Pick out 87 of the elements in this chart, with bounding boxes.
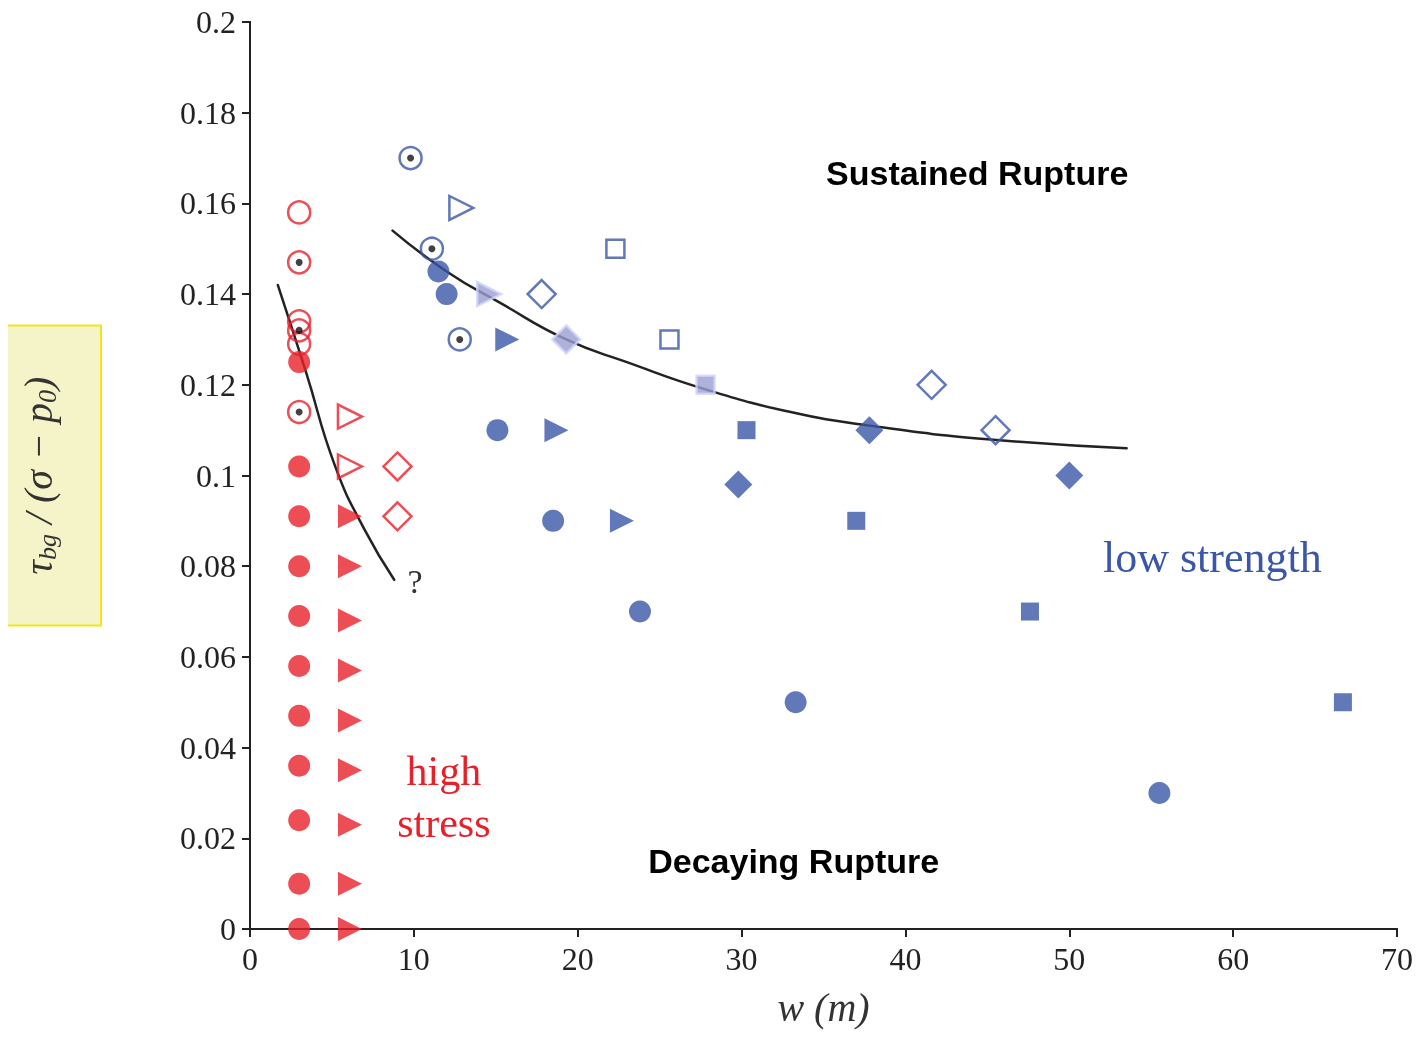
- annotation: ?: [407, 563, 423, 601]
- point: [288, 555, 311, 578]
- point: [337, 871, 362, 896]
- point: [286, 309, 312, 334]
- point: [1333, 693, 1352, 712]
- point: [609, 508, 634, 533]
- point: [286, 200, 312, 225]
- point: [337, 554, 362, 579]
- point: [475, 280, 503, 308]
- point: [980, 414, 1011, 446]
- point: [286, 250, 312, 275]
- point: [1148, 781, 1171, 804]
- y-tick-label: 0.2: [196, 4, 236, 40]
- y-axis-title: τbg / (σ − p0): [15, 376, 62, 575]
- point: [916, 369, 947, 401]
- point: [448, 194, 475, 222]
- line-series: [276, 283, 396, 582]
- point: [288, 809, 311, 832]
- point: [486, 419, 509, 442]
- point: [286, 331, 312, 357]
- point: [544, 418, 569, 443]
- point: [419, 236, 445, 261]
- y-tick-label: 0.1: [196, 457, 236, 494]
- point: [288, 455, 311, 478]
- point: [398, 145, 423, 171]
- point: [447, 327, 472, 352]
- point: [337, 708, 362, 733]
- x-tick-label: 0: [242, 941, 258, 977]
- point: [550, 324, 582, 355]
- y-tick-label: 0.04: [180, 729, 236, 766]
- point: [435, 283, 458, 306]
- point: [724, 470, 753, 499]
- annotation: low strength: [1102, 532, 1322, 582]
- point: [855, 416, 884, 445]
- point: [526, 278, 557, 310]
- x-tick-label: 60: [1217, 941, 1250, 977]
- point: [847, 511, 866, 530]
- point: [288, 918, 311, 940]
- y-tick-label: 0.16: [180, 185, 236, 222]
- point: [382, 501, 413, 532]
- x-axis-title: w (m): [777, 984, 870, 1030]
- y-tick-label: 0.12: [180, 366, 236, 403]
- point: [337, 504, 362, 529]
- annotation: Decaying Rupture: [648, 841, 940, 880]
- x-tick-label: 10: [397, 941, 430, 977]
- y-tick-label: 0.06: [180, 638, 236, 675]
- point: [495, 327, 520, 352]
- y-tick-label: 0.02: [180, 820, 236, 857]
- point: [288, 704, 311, 727]
- annotation: Sustained Rupture: [826, 154, 1129, 193]
- point: [337, 608, 362, 633]
- point: [288, 872, 311, 895]
- point: [337, 812, 362, 837]
- annotation: high stress: [397, 748, 491, 847]
- point: [542, 509, 565, 532]
- point: [784, 691, 807, 714]
- point: [286, 318, 312, 343]
- point: [427, 260, 450, 283]
- x-tick-label: 40: [889, 941, 922, 977]
- x-tick-label: 50: [1053, 941, 1086, 977]
- point: [629, 600, 651, 623]
- point: [337, 917, 362, 941]
- point: [659, 329, 680, 350]
- point: [382, 451, 413, 482]
- point: [288, 351, 311, 374]
- x-tick-label: 70: [1381, 941, 1413, 977]
- point: [336, 453, 364, 480]
- point: [288, 505, 311, 528]
- point: [695, 374, 716, 396]
- point: [288, 605, 311, 628]
- point: [288, 654, 311, 677]
- point: [1020, 602, 1039, 621]
- point: [1055, 461, 1084, 490]
- point: [288, 754, 311, 777]
- y-tick-label: 0.08: [180, 548, 236, 585]
- point: [737, 421, 756, 440]
- point: [286, 399, 312, 425]
- y-tick-label: 0: [220, 911, 236, 947]
- x-tick-label: 30: [725, 941, 758, 977]
- point: [337, 758, 362, 783]
- line-series: [391, 229, 1128, 450]
- point: [605, 238, 626, 259]
- x-tick-label: 20: [561, 941, 594, 977]
- point: [337, 658, 362, 683]
- y-tick-label: 0.18: [180, 94, 236, 131]
- point: [336, 403, 364, 430]
- y-tick-label: 0.14: [180, 276, 236, 313]
